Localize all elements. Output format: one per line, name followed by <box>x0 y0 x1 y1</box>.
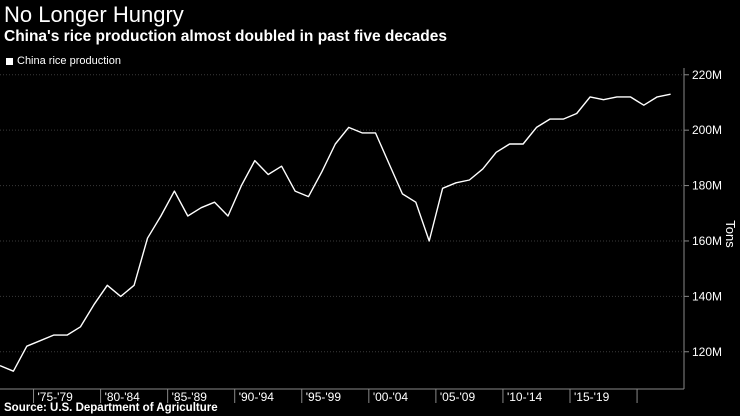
x-tick-label: '05-'09 <box>440 390 476 404</box>
legend-label: China rice production <box>17 55 121 67</box>
y-tick-label: 160M <box>692 234 722 248</box>
x-tick-label: '10-'14 <box>507 390 543 404</box>
x-tick-label: '15-'19 <box>574 390 610 404</box>
chart-title: No Longer Hungry <box>4 2 184 27</box>
y-tick-label: 140M <box>692 289 722 303</box>
axis-layer: 120M 140M 160M 180M 200M 220M '75-'79 '80-'84 '8… <box>0 68 722 404</box>
series-layer <box>0 93 671 372</box>
source-note: Source: U.S. Department of Agriculture <box>4 402 218 414</box>
x-tick-label: '00-'04 <box>373 390 409 404</box>
y-axis-title: Tons <box>723 220 738 248</box>
y-tick-label: 220M <box>692 68 722 82</box>
y-tick-label: 180M <box>692 179 722 193</box>
grid-layer <box>0 74 684 353</box>
legend: China rice production <box>6 55 121 67</box>
x-tick-label: '80-'84 <box>105 390 141 404</box>
x-tick-label: '75-'79 <box>38 390 74 404</box>
y-tick-label: 120M <box>692 345 722 359</box>
series-line <box>0 93 671 372</box>
x-tick-label: '85-'89 <box>172 390 208 404</box>
legend-swatch <box>6 57 13 65</box>
x-tick-label: '90-'94 <box>239 390 275 404</box>
x-tick-label: '95-'99 <box>306 390 342 404</box>
chart-subtitle: China's rice production almost doubled i… <box>4 28 447 45</box>
y-tick-label: 200M <box>692 123 722 137</box>
